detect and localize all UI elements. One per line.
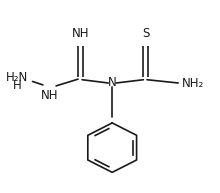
Text: S: S [143, 27, 150, 40]
Text: NH: NH [41, 89, 59, 102]
Text: N: N [108, 76, 117, 90]
Text: H: H [13, 79, 22, 92]
Text: NH₂: NH₂ [182, 77, 204, 91]
Text: H₂N: H₂N [6, 71, 28, 84]
Text: NH: NH [72, 27, 89, 40]
